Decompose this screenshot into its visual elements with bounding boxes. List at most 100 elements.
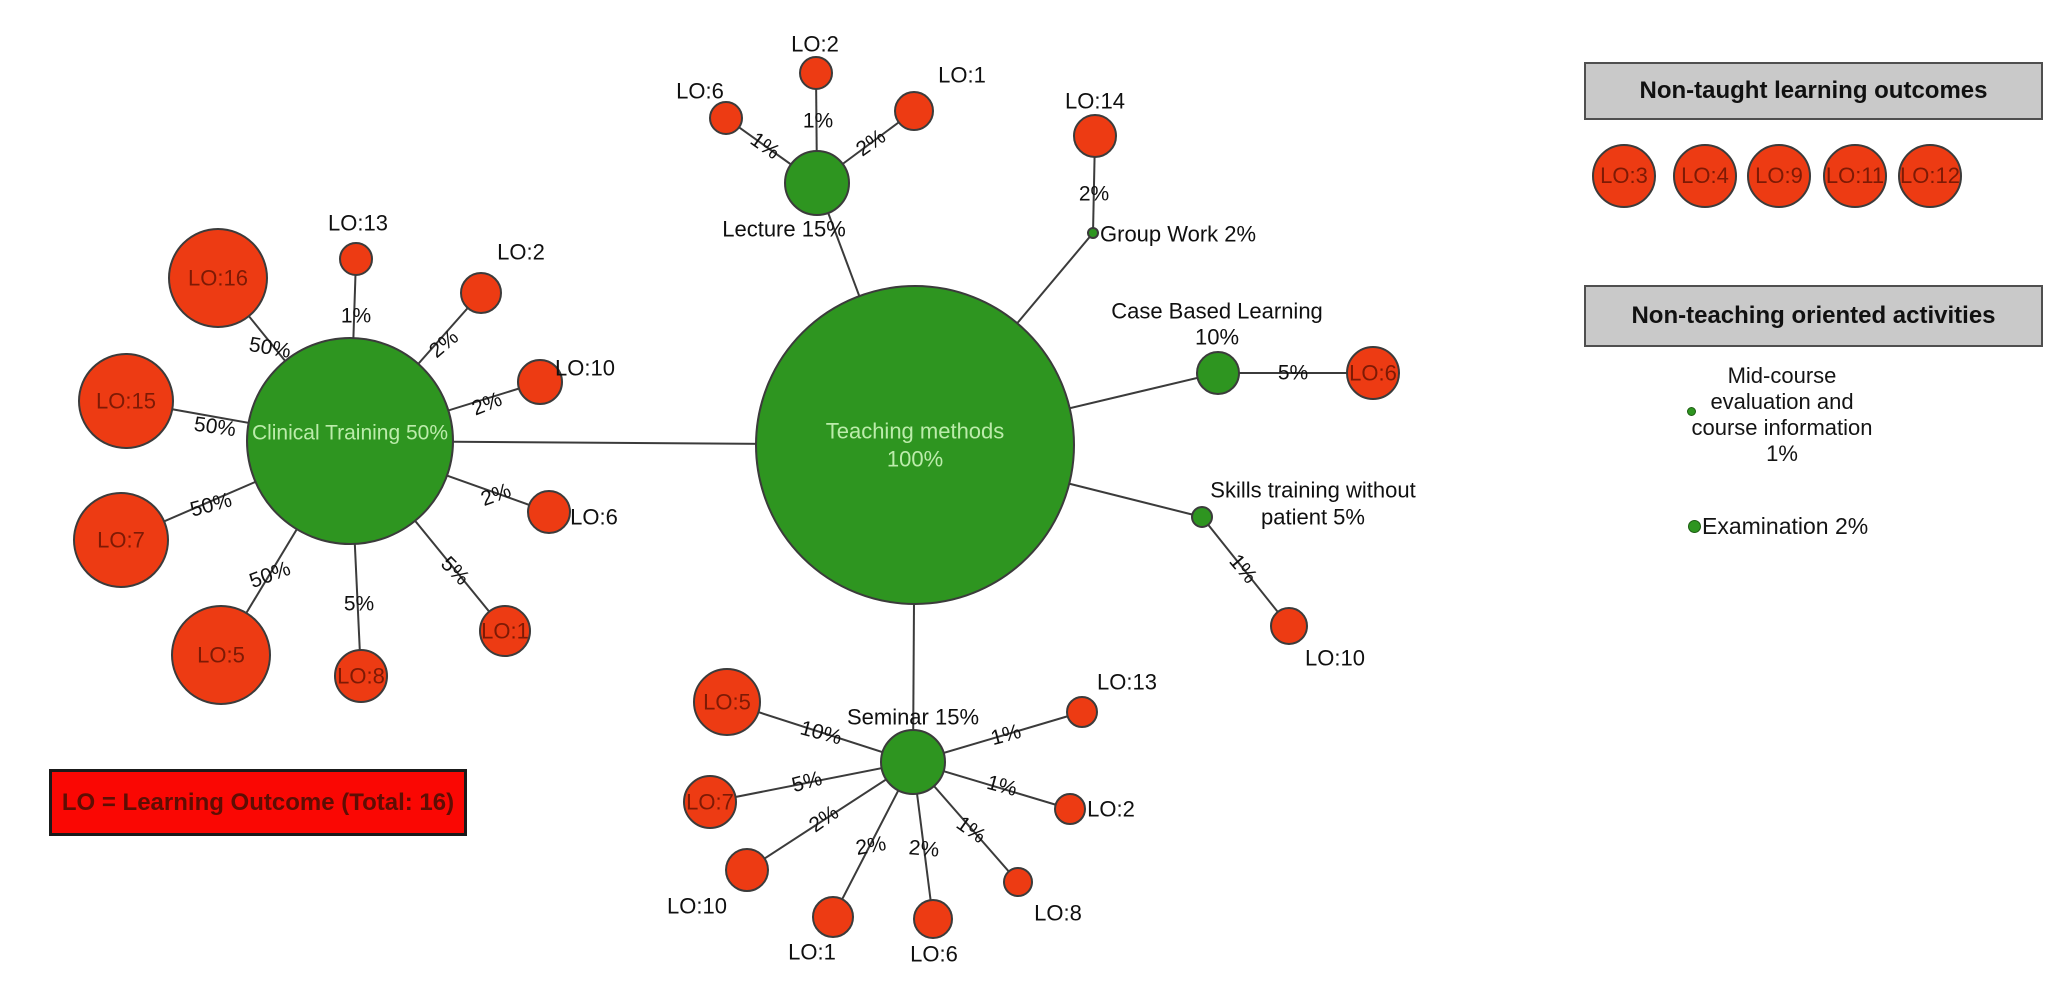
lo-legend-box: LO = Learning Outcome (Total: 16) xyxy=(49,769,467,836)
node-ext-label-groupwork: Group Work 2% xyxy=(1100,222,1256,247)
node-ext-label-lo10B: LO:10 xyxy=(667,894,727,919)
non-taught-node-label: LO:11 xyxy=(1825,163,1885,188)
non-taught-node-label: LO:9 xyxy=(1755,163,1803,188)
midcourse-line-4: 1% xyxy=(1766,441,1798,466)
midcourse-line-2: evaluation and xyxy=(1710,389,1854,414)
node-lo13B xyxy=(1066,696,1098,728)
node-label-lo15: LO:15 xyxy=(96,389,156,414)
node-label-lo5L: LO:5 xyxy=(197,643,245,668)
node-lo2T xyxy=(799,56,833,90)
node-ext-label-lo10L: LO:10 xyxy=(555,356,615,381)
node-label-lo8L: LO:8 xyxy=(337,664,385,689)
non-taught-node-lo-11: LO:11 xyxy=(1823,144,1887,208)
node-lecture xyxy=(784,150,850,216)
node-label-teaching: 100% xyxy=(887,447,943,472)
node-ext-label-lo10S: LO:10 xyxy=(1305,646,1365,671)
node-lo6T xyxy=(709,101,743,135)
node-lo1B xyxy=(812,896,854,938)
node-lo16 xyxy=(168,228,268,328)
edge-label-clinical-lo10L: 2% xyxy=(469,388,506,421)
non-taught-panel-header: Non-taught learning outcomes xyxy=(1584,62,2043,120)
node-ext-label-skills: Skills training without xyxy=(1210,478,1415,503)
non-taught-node-lo-12: LO:12 xyxy=(1898,144,1962,208)
node-lo7L xyxy=(73,492,169,588)
node-label-lo7S: LO:7 xyxy=(686,790,734,815)
non-taught-node-label: LO:4 xyxy=(1681,163,1729,188)
edge-label-seminar-lo7S: 5% xyxy=(789,767,824,797)
node-lo6B xyxy=(913,899,953,939)
node-lo6L xyxy=(527,490,571,534)
node-ext-label-lecture: Lecture 15% xyxy=(722,217,846,242)
node-lo2B xyxy=(1054,793,1086,825)
node-ext-label-lo14: LO:14 xyxy=(1065,89,1125,114)
node-ext-label-lo6T: LO:6 xyxy=(676,79,724,104)
edge-seminar-lo10B xyxy=(746,761,914,871)
non-taught-panel-title: Non-taught learning outcomes xyxy=(1639,77,1988,104)
edge-label-clinical-lo7L: 50% xyxy=(188,488,235,521)
edge-label-clinical-lo16: 50% xyxy=(247,333,292,363)
node-lo5S xyxy=(693,668,761,736)
node-label-lo16: LO:16 xyxy=(188,266,248,291)
edge-label-clinical-lo1L: 5% xyxy=(436,552,474,590)
non-taught-node-label: LO:3 xyxy=(1600,163,1648,188)
node-clinical xyxy=(246,337,454,545)
node-lo14 xyxy=(1073,114,1117,158)
edge-label-groupwork-lo14: 2% xyxy=(1079,183,1109,206)
node-lo15 xyxy=(78,353,174,449)
node-label-clinical: Clinical Training 50% xyxy=(252,422,448,445)
midcourse-dot xyxy=(1687,407,1696,416)
node-seminar xyxy=(880,729,946,795)
node-lo10B xyxy=(725,848,769,892)
node-label-teaching: Teaching methods xyxy=(826,419,1005,444)
edge-label-seminar-lo10B: 2% xyxy=(805,801,843,837)
non-taught-node-lo-4: LO:4 xyxy=(1673,144,1737,208)
non-taught-node-lo-3: LO:3 xyxy=(1592,144,1656,208)
node-ext-label-cbl: Case Based Learning xyxy=(1111,299,1323,324)
node-cbl xyxy=(1196,351,1240,395)
node-lo1T xyxy=(894,91,934,131)
edge-label-clinical-lo8L: 5% xyxy=(344,593,374,616)
non-taught-node-lo-9: LO:9 xyxy=(1747,144,1811,208)
node-ext-label-lo1B: LO:1 xyxy=(788,940,836,965)
node-lo10L xyxy=(517,359,563,405)
node-lo5L xyxy=(171,605,271,705)
node-groupwork xyxy=(1087,227,1099,239)
examination-dot xyxy=(1688,520,1701,533)
node-ext-label-seminar: Seminar 15% xyxy=(847,705,979,730)
non-teaching-panel-header: Non-teaching oriented activities xyxy=(1584,285,2043,347)
node-ext-label-lo6L: LO:6 xyxy=(570,505,618,530)
edge-label-cbl-lo6C: 5% xyxy=(1278,362,1308,385)
edge-label-clinical-lo2L: 2% xyxy=(425,325,463,362)
edge-label-seminar-lo2B: 1% xyxy=(984,771,1019,801)
midcourse-line-3: course information xyxy=(1691,415,1873,440)
node-lo7S xyxy=(683,775,737,829)
edge-label-lecture-lo2T: 1% xyxy=(803,110,833,133)
node-ext-label-lo8B: LO:8 xyxy=(1034,901,1082,926)
edge-label-clinical-lo15: 50% xyxy=(193,413,238,442)
edge-seminar-lo7S xyxy=(709,761,914,803)
node-lo2L xyxy=(460,272,502,314)
node-skills xyxy=(1191,506,1213,528)
edge-skills-lo10S xyxy=(1201,516,1290,627)
node-lo13L xyxy=(339,242,373,276)
edge-label-clinical-lo5L: 50% xyxy=(246,557,293,593)
node-label-lo5S: LO:5 xyxy=(703,690,751,715)
node-ext-label-skills-1: patient 5% xyxy=(1261,505,1365,530)
midcourse-line-1: Mid-course xyxy=(1727,363,1837,388)
edge-label-seminar-lo13B: 1% xyxy=(988,720,1023,750)
midcourse-label: Mid-course evaluation and course informa… xyxy=(1682,363,1882,467)
edge-label-lecture-lo6T: 1% xyxy=(746,128,784,164)
edge-label-seminar-lo5S: 10% xyxy=(798,716,845,749)
node-lo8L xyxy=(334,649,388,703)
node-label-lo6C: LO:6 xyxy=(1349,361,1397,386)
edge-label-clinical-lo6L: 2% xyxy=(478,479,514,511)
non-teaching-panel-title: Non-teaching oriented activities xyxy=(1631,302,1996,329)
non-taught-node-label: LO:12 xyxy=(1900,163,1960,188)
edge-label-seminar-lo1B: 2% xyxy=(854,832,888,860)
examination-label: Examination 2% xyxy=(1702,513,1869,539)
node-lo8B xyxy=(1003,867,1033,897)
node-lo6C xyxy=(1346,346,1400,400)
node-ext-label-lo2T: LO:2 xyxy=(791,32,839,57)
